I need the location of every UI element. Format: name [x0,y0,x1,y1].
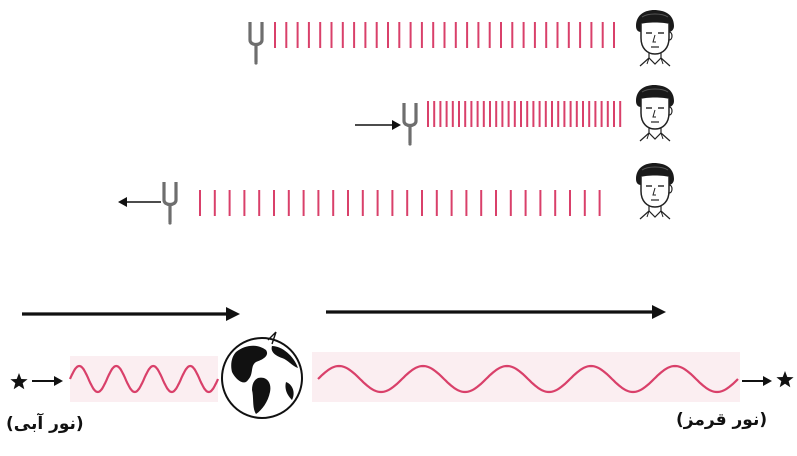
tuning-fork-icon [250,22,262,65]
tuning-fork-icon [404,103,416,146]
listener-face-icon [636,10,674,66]
motion-arrow-right [326,305,666,319]
tuning-fork-icon [164,182,176,225]
listener-face-icon [636,163,674,219]
earth-globe-icon [222,332,302,418]
red-light-label: (نور قرمز) [676,410,767,430]
sound-wavefronts [275,22,614,48]
blue-light-label: (نور آبی) [6,414,84,434]
arrow-icon [32,376,63,386]
star-icon [776,371,793,387]
listener-face-icon [636,85,674,141]
stationary-source-row [250,10,674,66]
motion-arrow-left [22,307,240,321]
receding-source-row [118,163,674,225]
star-icon [10,373,27,389]
arrow-icon [742,376,772,386]
sound-wavefronts [200,190,600,216]
sound-wavefronts [428,101,620,127]
approaching-source-row [355,85,674,146]
